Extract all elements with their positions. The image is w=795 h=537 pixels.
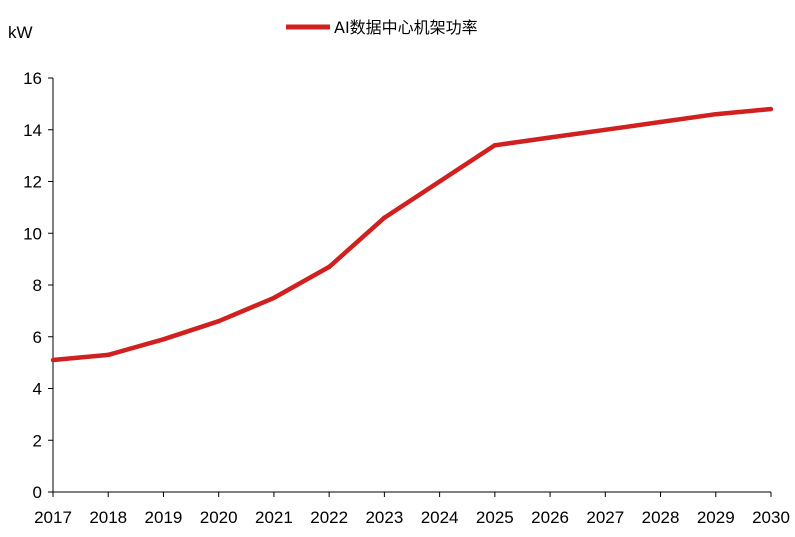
data-point (437, 179, 442, 184)
data-point (382, 215, 387, 220)
data-point (161, 337, 166, 342)
data-point (271, 295, 277, 301)
x-tick-label: 2029 (697, 508, 735, 527)
data-point (326, 264, 332, 270)
x-tick-label: 2024 (421, 508, 459, 527)
x-tick-label: 2022 (310, 508, 348, 527)
x-tick-label: 2017 (34, 508, 72, 527)
x-tick-label: 2026 (531, 508, 569, 527)
x-tick-label: 2019 (145, 508, 183, 527)
y-tick-label: 12 (23, 173, 42, 192)
data-point (216, 319, 221, 324)
legend-label-series: AI数据中心机架功率 (334, 18, 478, 37)
y-axis-unit-label: kW (8, 23, 33, 42)
data-point (603, 127, 608, 132)
y-tick-label: 10 (23, 224, 42, 243)
x-tick-label: 2025 (476, 508, 514, 527)
series-layer (50, 106, 774, 363)
data-point (106, 352, 111, 358)
x-tick-label: 2018 (89, 508, 127, 527)
x-tick-label: 2021 (255, 508, 293, 527)
x-tick-label: 2028 (642, 508, 680, 527)
y-tick-label: 8 (33, 276, 42, 295)
y-tick-label: 16 (23, 69, 42, 88)
data-point (547, 135, 553, 140)
y-tick-label: 2 (33, 431, 42, 450)
axes (52, 78, 771, 493)
y-tick-label: 4 (33, 380, 42, 399)
series-line (52, 106, 772, 363)
y-tick-label: 6 (33, 328, 42, 347)
data-point (713, 112, 718, 117)
x-tick-label: 2027 (586, 508, 624, 527)
data-point (768, 106, 774, 112)
data-point (658, 119, 663, 125)
data-point (50, 357, 56, 363)
x-tick-label: 2030 (752, 508, 790, 527)
x-axis-ticks: 2017 2018 2019 2020 2021 2022 2023 2024 2025 2026… (34, 492, 790, 527)
y-axis-ticks: 0 2 4 6 8 10 12 14 16 (23, 69, 53, 502)
x-tick-label: 2023 (365, 508, 403, 527)
y-tick-label: 0 (33, 483, 42, 502)
legend: AI数据中心机架功率 (286, 18, 478, 37)
x-tick-label: 2020 (200, 508, 238, 527)
data-point (492, 143, 498, 148)
y-tick-label: 14 (23, 121, 42, 140)
